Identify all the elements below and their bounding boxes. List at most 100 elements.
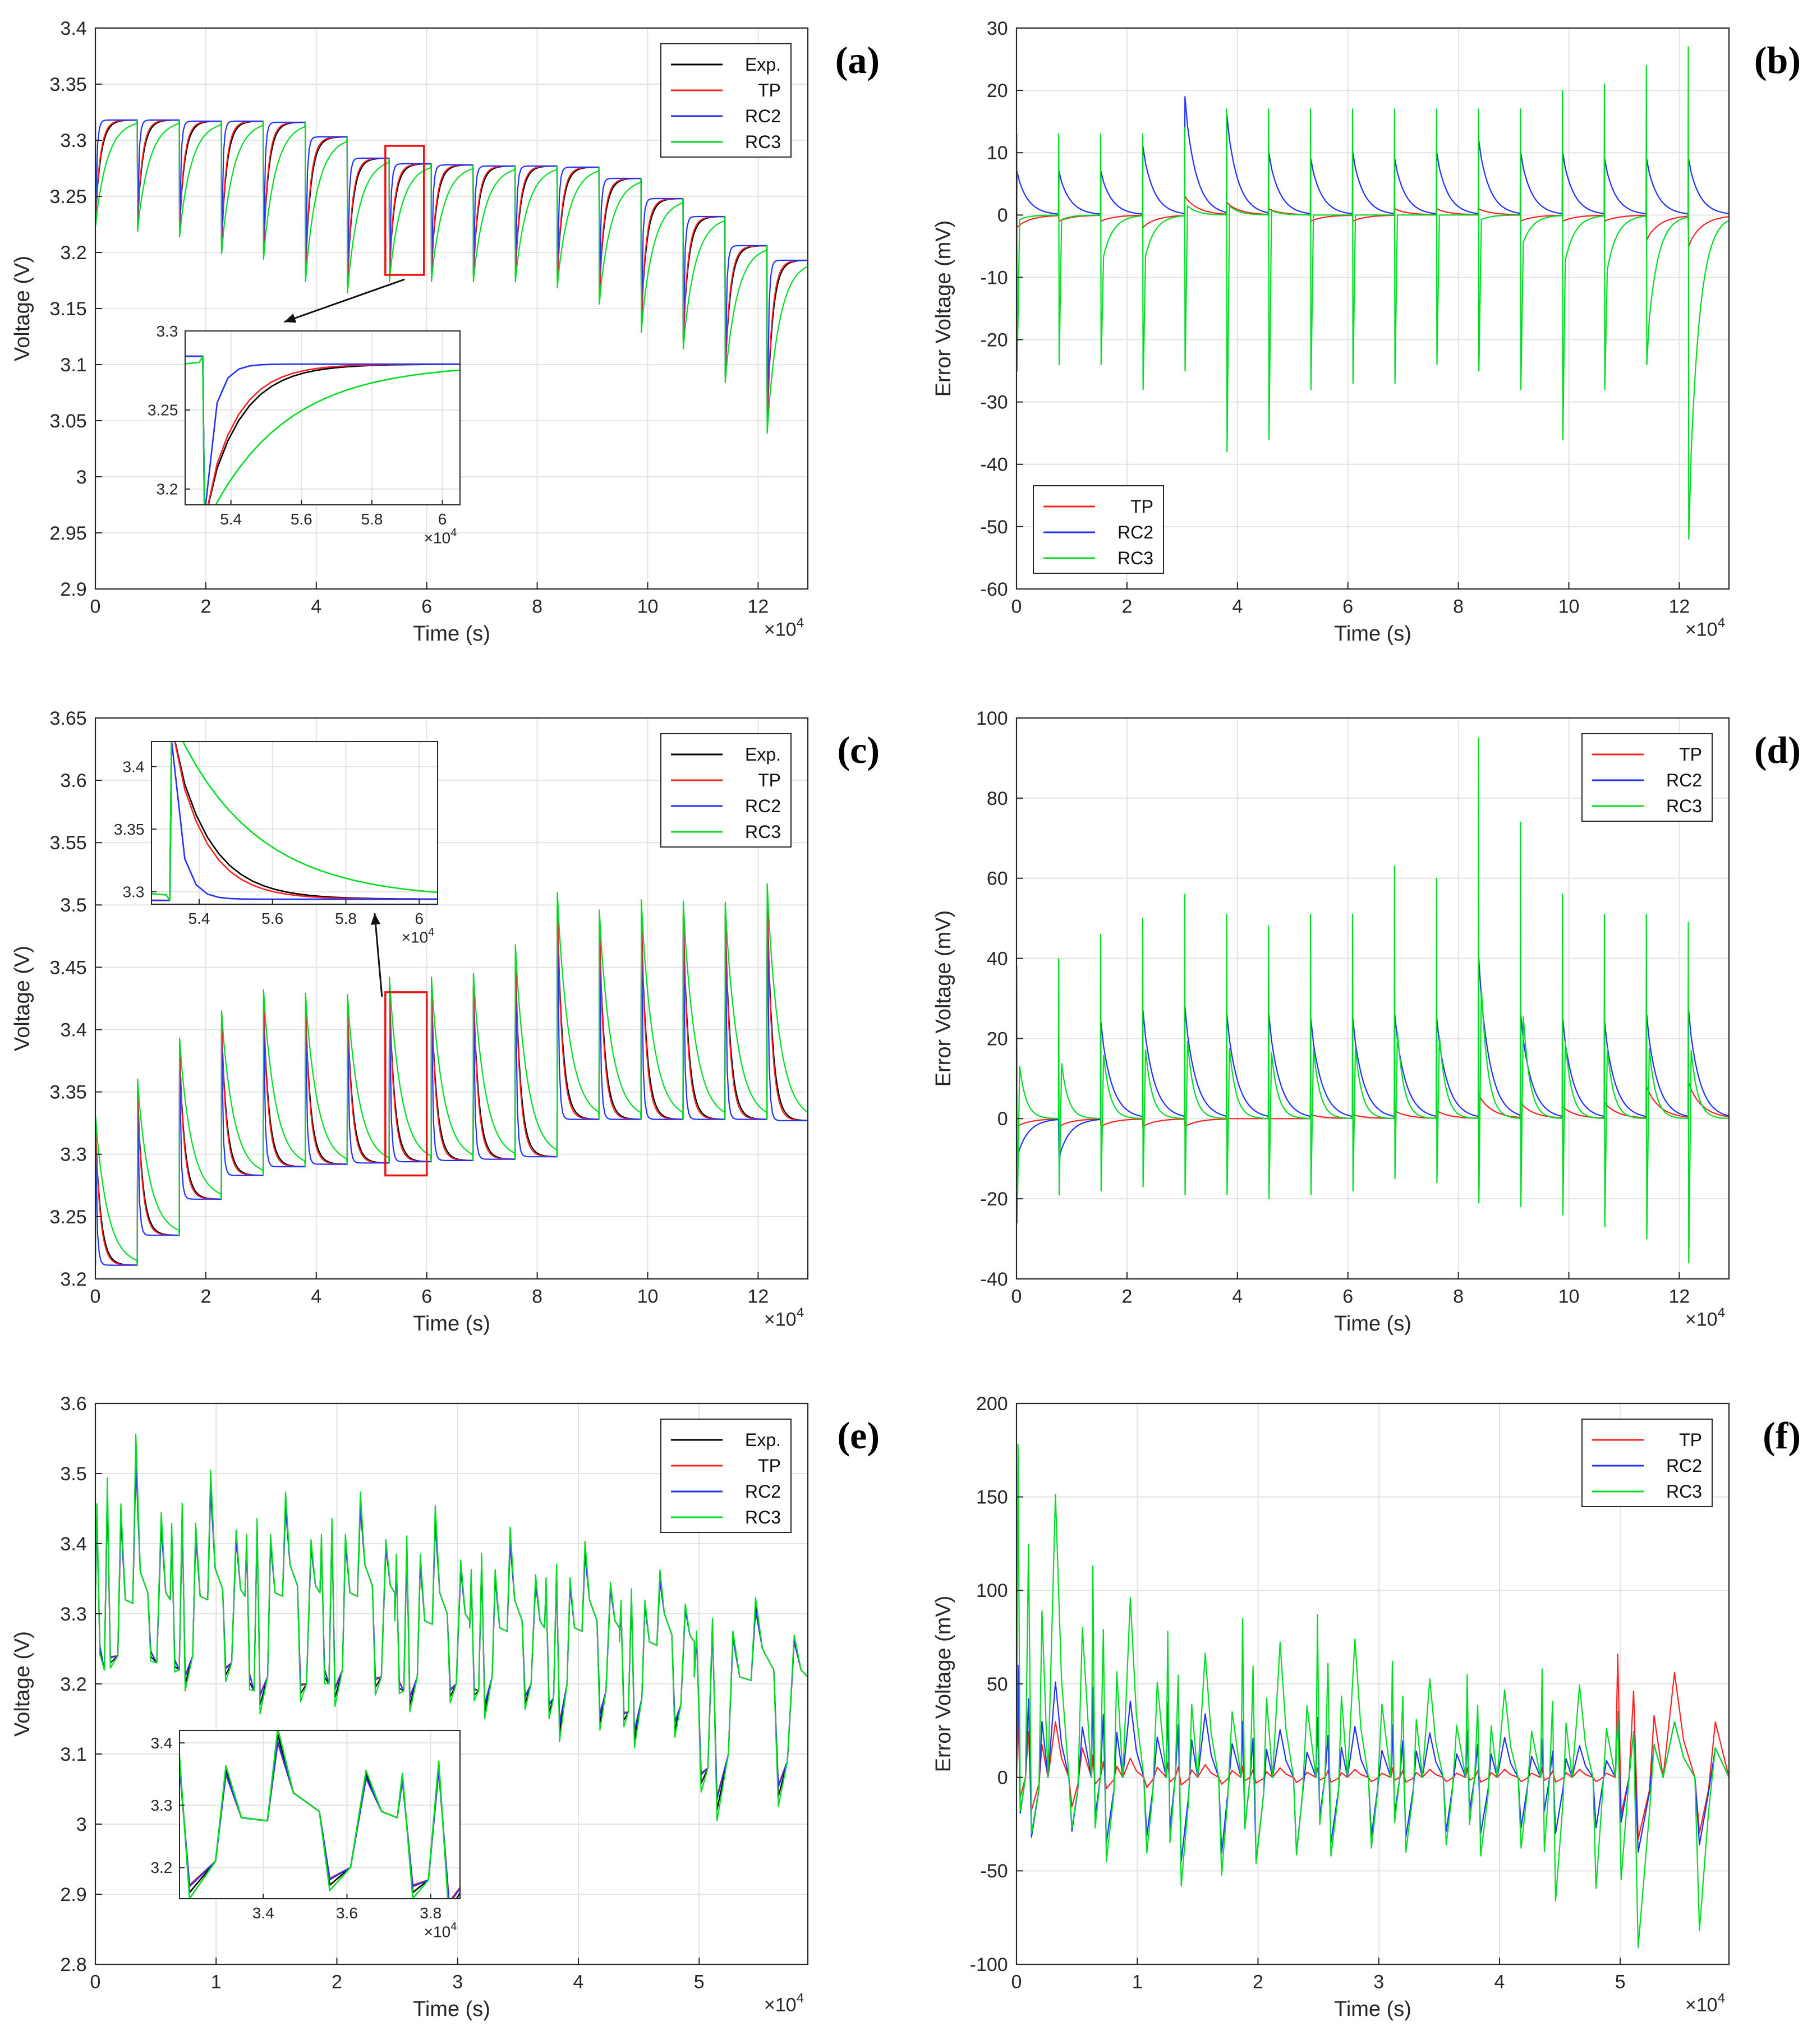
x-axis-label: Time (s) xyxy=(413,1312,490,1336)
x-tick-label: 10 xyxy=(1558,1286,1580,1308)
y-tick-label: -50 xyxy=(981,1861,1008,1882)
y-tick-label: 3.3 xyxy=(60,1144,86,1166)
x-tick-label: 0 xyxy=(90,596,101,618)
x-tick-label: 10 xyxy=(1558,596,1580,618)
x-tick-label: 2 xyxy=(1253,1972,1263,1993)
y-axis-label: Voltage (V) xyxy=(11,1631,34,1737)
series-line-rc3 xyxy=(95,883,808,1266)
y-tick-label: -10 xyxy=(981,267,1008,288)
y-tick-label: 3.3 xyxy=(60,130,86,151)
x-tick-label: 12 xyxy=(747,1286,769,1308)
y-axis-label: Error Voltage (mV) xyxy=(932,220,955,397)
y-tick-label: 40 xyxy=(987,948,1008,969)
legend: Exp. TP RC2 RC3 xyxy=(660,733,792,848)
x-tick-label: 4 xyxy=(311,1286,321,1308)
x-exponent-label: ×104 xyxy=(764,1305,804,1330)
x-tick-label: 8 xyxy=(1453,596,1464,618)
x-tick-label: 0 xyxy=(90,1972,101,1993)
x-tick-label: 10 xyxy=(637,596,659,618)
y-tick-label: 3.2 xyxy=(150,1859,172,1876)
chart-panel-f: 0 1 2 3 4 5 -100 -50 0 50 100 150 200 ×104 Time (s) Err… xyxy=(932,1393,1801,2021)
y-tick-label: 3.45 xyxy=(50,957,87,978)
series-line-rc3 xyxy=(95,119,808,434)
y-tick-label: 50 xyxy=(987,1674,1008,1695)
plot-area xyxy=(185,331,460,505)
legend-box xyxy=(660,1419,792,1533)
x-axis-label: Time (s) xyxy=(1334,622,1411,646)
y-tick-label: 3.35 xyxy=(50,74,87,95)
legend-box xyxy=(1033,485,1164,574)
y-tick-label: 0 xyxy=(997,205,1008,226)
panel-label: (b) xyxy=(1754,39,1801,81)
legend: TP RC2 RC3 xyxy=(1033,485,1164,574)
legend-entry: RC3 xyxy=(1666,1481,1702,1502)
legend-entry: TP xyxy=(1130,496,1153,517)
y-tick-label: 3.25 xyxy=(50,186,87,208)
x-axis-label: Time (s) xyxy=(1334,1312,1411,1336)
x-tick-label: 5 xyxy=(1615,1972,1626,1993)
x-axis-label: Time (s) xyxy=(413,622,490,646)
y-tick-label: 100 xyxy=(976,1580,1008,1601)
legend-entry: Exp. xyxy=(745,54,781,75)
x-tick-label: 6 xyxy=(415,910,424,927)
x-tick-label: 6 xyxy=(1342,1286,1353,1308)
series-lines xyxy=(1017,737,1729,1264)
legend-entry: Exp. xyxy=(745,744,781,765)
x-tick-label: 8 xyxy=(532,1286,542,1308)
y-tick-label: 3.5 xyxy=(60,1463,86,1485)
x-tick-label: 3 xyxy=(1373,1972,1384,1993)
inset-e: 3.4 3.6 3.8 3.2 3.3 3.4 ×104 xyxy=(150,1730,461,1941)
y-axis-label: Error Voltage (mV) xyxy=(932,910,955,1087)
legend-entry: RC3 xyxy=(745,822,781,842)
series-line-tp xyxy=(1017,1081,1729,1127)
x-tick-label: 4 xyxy=(1494,1972,1505,1993)
y-tick-label: 3.35 xyxy=(50,1082,87,1103)
panel-label: (f) xyxy=(1763,1414,1801,1457)
y-tick-label: 3.2 xyxy=(60,1269,86,1290)
legend-entry: TP xyxy=(758,1456,781,1476)
y-tick-label: -40 xyxy=(981,1269,1008,1290)
y-axis-label: Voltage (V) xyxy=(11,946,34,1051)
x-tick-label: 12 xyxy=(1668,1286,1690,1308)
legend-entry: RC2 xyxy=(745,796,781,816)
x-tick-label: 0 xyxy=(1011,1972,1022,1993)
x-tick-label: 5.6 xyxy=(291,510,312,528)
y-tick-label: 30 xyxy=(987,18,1008,39)
x-tick-label: 1 xyxy=(211,1972,222,1993)
y-tick-label: 3.2 xyxy=(156,481,178,498)
y-tick-label: 3.3 xyxy=(150,1797,172,1814)
x-tick-label: 6 xyxy=(438,510,447,528)
series-line-rc2 xyxy=(95,910,807,1266)
x-tick-label: 6 xyxy=(1342,596,1353,618)
y-tick-label: 3.4 xyxy=(60,18,86,39)
y-tick-label: -40 xyxy=(981,454,1008,476)
legend-entry: RC3 xyxy=(745,132,781,152)
x-tick-label: 2 xyxy=(1121,1286,1132,1308)
legend-entry: TP xyxy=(758,770,781,790)
y-axis-label: Error Voltage (mV) xyxy=(932,1596,955,1773)
x-tick-label: 5.4 xyxy=(220,510,242,528)
x-exponent-label: ×104 xyxy=(1685,615,1725,640)
series-lines xyxy=(95,119,808,434)
legend-entry: TP xyxy=(1679,744,1702,765)
chart-panel-c: 0 2 4 6 8 10 12 3.2 3.25 3.3 3.35 3.4 3.45 3.5 3.55 3.6… xyxy=(11,708,880,1336)
y-tick-label: 60 xyxy=(987,868,1008,890)
y-tick-label: 3.5 xyxy=(60,895,86,916)
x-exponent-label: ×104 xyxy=(402,926,435,946)
y-tick-label: 3 xyxy=(76,467,87,488)
y-tick-label: 3.1 xyxy=(60,355,86,376)
x-tick-label: 8 xyxy=(532,596,542,618)
axes-frame xyxy=(179,1730,461,1899)
x-tick-label: 4 xyxy=(1232,596,1243,618)
chart-panel-b: 0 2 4 6 8 10 12 -60 -50 -40 -30 -20 -10 0 10 20 30 ×104 Ti… xyxy=(932,18,1801,646)
legend-entry: TP xyxy=(1679,1430,1702,1450)
legend-entry: RC2 xyxy=(745,1481,781,1502)
y-axis-label: Voltage (V) xyxy=(11,256,34,361)
x-tick-label: 10 xyxy=(637,1286,659,1308)
y-tick-label: -60 xyxy=(981,579,1008,600)
x-tick-label: 2 xyxy=(332,1972,342,1993)
legend: TP RC2 RC3 xyxy=(1581,733,1713,822)
chart-panel-d: 0 2 4 6 8 10 12 -40 -20 0 20 40 60 80 100 ×104 Time (s) E… xyxy=(932,708,1801,1336)
x-tick-label: 1 xyxy=(1132,1972,1143,1993)
